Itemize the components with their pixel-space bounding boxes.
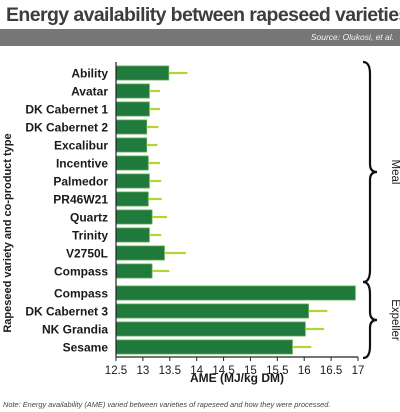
bar xyxy=(115,263,153,279)
bar xyxy=(115,303,309,319)
source-bar: Source: Olukosi, et al. xyxy=(0,29,400,46)
x-tick-label: 16.5 xyxy=(320,365,342,377)
group-bracket xyxy=(362,60,378,284)
x-tick-label: 15 xyxy=(244,365,257,377)
bar xyxy=(115,173,150,189)
category-label: Palmedor xyxy=(53,175,108,189)
category-label: DK Cabernet 2 xyxy=(25,121,108,135)
group-brackets: Meal Expeller xyxy=(362,60,400,360)
category-label: Sesame xyxy=(63,341,109,355)
bar xyxy=(115,227,150,243)
category-label: Avatar xyxy=(71,85,108,99)
group-label: Expeller xyxy=(389,299,400,341)
group-bracket xyxy=(362,280,378,360)
category-label: DK Cabernet 1 xyxy=(25,103,108,117)
category-label: Ability xyxy=(71,67,108,81)
category-label: DK Cabernet 3 xyxy=(25,305,108,319)
category-label: V2750L xyxy=(66,247,108,261)
category-label: PR46W21 xyxy=(53,193,108,207)
category-label: Compass xyxy=(54,287,108,301)
bar xyxy=(115,191,149,207)
chart-title: Energy availability between rapeseed var… xyxy=(6,4,400,26)
category-label: Compass xyxy=(54,265,108,279)
bar-chart: Ability Avatar DK Cabernet 1 DK Cabernet 2 E… xyxy=(2,60,400,385)
x-tick-label: 14 xyxy=(190,365,203,377)
bar xyxy=(115,285,356,301)
x-tick-label: 17 xyxy=(352,365,365,377)
x-tick-label: 16 xyxy=(298,365,311,377)
bar xyxy=(115,339,293,355)
x-axis: 12.5 13 13.5 14 14.5 15 15.5 16 16.5 17 xyxy=(105,62,365,377)
error-bars-layer xyxy=(146,71,328,349)
x-tick-label: 15.5 xyxy=(266,365,288,377)
x-tick-label: 13.5 xyxy=(159,365,181,377)
bar xyxy=(115,137,148,153)
x-axis-title: AME (MJ/kg DM) xyxy=(190,371,284,385)
x-tick-label: 13 xyxy=(136,365,149,377)
group-label: Meal xyxy=(389,160,400,185)
x-tick-label: 14.5 xyxy=(212,365,234,377)
source-text: Source: Olukosi, et al. xyxy=(310,32,394,42)
bar xyxy=(115,155,149,171)
bar xyxy=(115,321,306,337)
bar xyxy=(115,209,153,225)
bar xyxy=(115,83,150,99)
x-tick-label: 12.5 xyxy=(105,365,127,377)
category-label: Quartz xyxy=(70,211,108,225)
bar xyxy=(115,65,170,81)
bar xyxy=(115,245,165,261)
bar xyxy=(115,119,148,135)
category-label: Excalibur xyxy=(54,139,108,153)
category-label: NK Grandia xyxy=(42,323,108,337)
category-label: Incentive xyxy=(56,157,108,171)
y-axis-title: Rapeseed variety and co-product type xyxy=(2,133,14,332)
category-labels: Ability Avatar DK Cabernet 1 DK Cabernet 2 E… xyxy=(25,67,108,355)
footnote: Note: Energy availability (AME) varied b… xyxy=(3,400,331,409)
bar xyxy=(115,101,150,117)
category-label: Trinity xyxy=(72,229,108,243)
